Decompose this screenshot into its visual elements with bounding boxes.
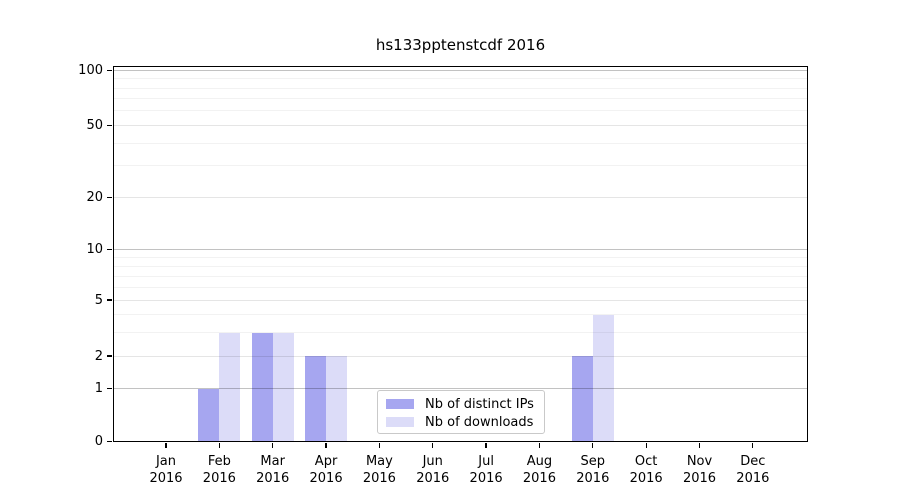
x-axis-tick-label: May 2016: [349, 454, 409, 487]
bar-downloads-feb: [219, 332, 241, 442]
y-axis-tick-label: 10: [86, 242, 103, 257]
bar-distinct-ips-apr: [305, 356, 327, 442]
gridline-y-10: [113, 249, 808, 250]
x-axis-year-label: 2016: [469, 470, 503, 486]
y-axis-tick-label: 0: [94, 434, 103, 449]
bar-distinct-ips-mar: [251, 332, 273, 442]
x-tick-mark-oct: [645, 443, 647, 448]
gridline-y-50: [113, 124, 808, 126]
gridline-y-30: [113, 165, 808, 167]
x-tick-mark-may: [378, 443, 381, 448]
x-axis-year-label: 2016: [736, 470, 770, 486]
y-tick-mark-10: [107, 248, 112, 251]
legend-label-downloads: Nb of downloads: [425, 414, 534, 430]
gridline-y-6: [113, 286, 808, 288]
y-tick-mark-5: [107, 299, 112, 301]
y-tick-mark-100: [107, 69, 112, 71]
gridline-y-70: [113, 98, 808, 100]
x-tick-mark-apr: [325, 443, 327, 448]
x-tick-mark-jun: [432, 443, 434, 448]
x-tick-mark-mar: [272, 443, 274, 448]
x-tick-mark-dec: [752, 443, 754, 448]
x-axis-year-label: 2016: [202, 470, 236, 486]
x-tick-mark-jul: [485, 443, 487, 448]
x-axis-tick-label: Feb 2016: [189, 454, 249, 487]
bar-distinct-ips-sep: [571, 356, 593, 442]
gridline-y-60: [113, 110, 808, 112]
x-axis-year-label: 2016: [576, 470, 610, 486]
x-tick-mark-sep: [592, 443, 594, 448]
x-tick-mark-feb: [218, 443, 220, 448]
bar-distinct-ips-feb: [198, 388, 220, 442]
x-tick-mark-nov: [698, 443, 701, 448]
legend-item-distinct-ips: Nb of distinct IPs: [378, 395, 544, 413]
gridline-y-4: [113, 314, 808, 316]
y-axis-tick-label: 5: [94, 292, 103, 308]
x-axis-tick-label: Oct 2016: [616, 454, 676, 487]
axis-frame: [113, 66, 808, 442]
y-tick-mark-20: [107, 196, 112, 199]
x-tick-mark-aug: [538, 443, 541, 448]
x-axis-year-label: 2016: [149, 470, 183, 486]
bar-downloads-sep: [592, 314, 614, 442]
gridline-y-9: [113, 256, 808, 258]
gridline-y-20: [113, 197, 808, 198]
y-tick-mark-50: [107, 124, 112, 126]
legend-item-downloads: Nb of downloads: [378, 413, 544, 431]
x-axis-year-label: 2016: [362, 470, 396, 486]
gridline-y-90: [113, 78, 808, 80]
x-axis-year-label: 2016: [309, 470, 343, 486]
y-tick-mark-0: [107, 440, 112, 443]
legend-swatch-downloads: [386, 417, 414, 427]
x-axis-tick-label: Jun 2016: [403, 454, 463, 487]
gridline-y-7: [113, 275, 808, 277]
x-axis-tick-label: Mar 2016: [243, 454, 303, 487]
chart-title: hs133pptenstcdf 2016: [375, 36, 546, 54]
x-axis-tick-label: Apr 2016: [296, 454, 356, 487]
x-axis-tick-label: Jul 2016: [456, 454, 516, 487]
y-axis-tick-label: 2: [94, 348, 103, 364]
x-axis-tick-label: Jan 2016: [136, 454, 196, 487]
y-tick-mark-1: [107, 387, 112, 390]
y-tick-mark-2: [107, 355, 112, 357]
y-axis-tick-label: 100: [78, 62, 103, 78]
gridline-y-3: [113, 332, 808, 334]
plot-area: Nb of distinct IPs Nb of downloads 0 1 2 5 1…: [78, 63, 808, 486]
x-axis-year-label: 2016: [682, 470, 717, 486]
y-axis-tick-label: 1: [94, 381, 103, 396]
legend-swatch-distinct-ips: [386, 399, 414, 409]
x-axis-tick-label: Dec 2016: [723, 454, 783, 487]
x-axis-tick-label: Aug 2016: [509, 454, 569, 487]
x-axis-year-label: 2016: [416, 470, 450, 486]
x-axis-year-label: 2016: [522, 470, 556, 486]
x-axis-tick-label: Nov 2016: [670, 454, 730, 487]
gridline-y-100: [113, 69, 808, 71]
gridline-y-80: [113, 87, 808, 89]
bar-downloads-apr: [326, 356, 348, 442]
y-axis-tick-label: 20: [86, 190, 103, 205]
x-axis-tick-label: Sep 2016: [563, 454, 623, 487]
gridline-y-40: [113, 142, 808, 144]
y-axis-tick-label: 50: [86, 117, 103, 133]
legend: Nb of distinct IPs Nb of downloads: [377, 390, 545, 434]
gridline-y-5: [113, 299, 808, 301]
bar-downloads-mar: [272, 332, 294, 442]
x-tick-mark-jan: [165, 443, 167, 448]
x-axis-year-label: 2016: [256, 470, 290, 486]
x-axis-year-label: 2016: [629, 470, 663, 486]
gridline-y-2: [113, 355, 808, 357]
legend-label-distinct-ips: Nb of distinct IPs: [425, 396, 534, 412]
gridline-y-1: [113, 388, 808, 389]
gridline-y-8: [113, 265, 808, 267]
